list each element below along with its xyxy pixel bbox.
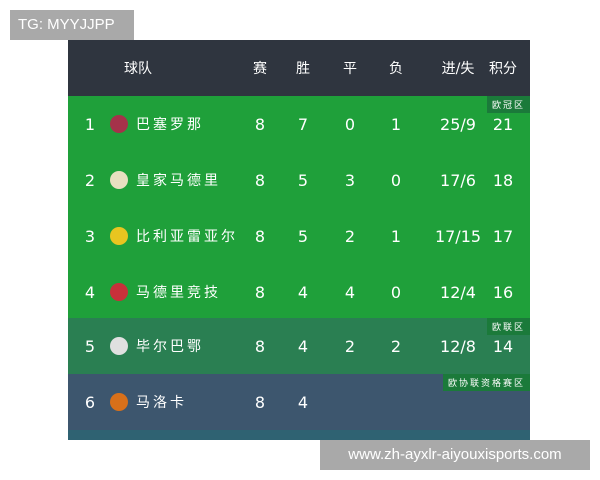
team-name: 马洛卡 xyxy=(136,395,187,411)
rank-cell: 3 xyxy=(84,226,96,246)
won-cell: 4 xyxy=(297,392,309,412)
zone-badge: 欧冠区 xyxy=(486,96,530,113)
played-cell: 8 xyxy=(254,114,266,134)
team-logo-icon xyxy=(110,393,128,411)
table-row[interactable]: 6 8 4 马洛卡 欧协联资格赛区 xyxy=(68,374,530,430)
team-logo-icon xyxy=(110,227,128,245)
goals-cell: 17/15 xyxy=(434,226,482,246)
points-cell: 18 xyxy=(492,170,514,190)
rank-cell: 5 xyxy=(84,336,96,356)
drawn-cell: 4 xyxy=(344,282,356,302)
goals-cell: 12/4 xyxy=(440,282,476,302)
lost-cell: 0 xyxy=(390,170,402,190)
points-cell: 21 xyxy=(492,114,514,134)
lost-cell: 0 xyxy=(390,282,402,302)
team-name: 马德里竞技 xyxy=(136,285,221,301)
lost-cell: 2 xyxy=(390,336,402,356)
watermark-bottom: www.zh-ayxlr-aiyouxisports.com xyxy=(320,440,590,470)
goals-cell: 25/9 xyxy=(440,114,476,134)
goals-cell: 12/8 xyxy=(440,336,476,356)
drawn-cell: 2 xyxy=(344,226,356,246)
team-logo-icon xyxy=(110,337,128,355)
zone-badge: 欧协联资格赛区 xyxy=(442,374,530,391)
header-goals: 进/失 xyxy=(441,61,475,77)
goals-cell: 17/6 xyxy=(440,170,476,190)
team-name: 巴塞罗那 xyxy=(136,117,204,133)
team-logo-icon xyxy=(110,171,128,189)
table-row[interactable]: 3 8 5 2 1 17/15 17 比利亚雷亚尔 xyxy=(68,208,530,264)
table-row[interactable]: 5 8 4 2 2 12/8 14 毕尔巴鄂 欧联区 xyxy=(68,318,530,374)
team-name: 毕尔巴鄂 xyxy=(136,339,204,355)
played-cell: 8 xyxy=(254,282,266,302)
zone-badge: 欧联区 xyxy=(486,318,530,335)
points-cell: 17 xyxy=(492,226,514,246)
rank-cell: 6 xyxy=(84,392,96,412)
header-points: 积分 xyxy=(489,61,517,77)
standings-table: 球队 赛 胜 平 负 进/失 积分 1 8 7 0 1 25/9 21 巴塞罗那 欧冠区 2 8 5 3… xyxy=(68,40,530,440)
team-name: 比利亚雷亚尔 xyxy=(136,229,238,245)
played-cell: 8 xyxy=(254,392,266,412)
header-played: 赛 xyxy=(253,61,267,77)
header-won: 胜 xyxy=(296,61,310,77)
rank-cell: 4 xyxy=(84,282,96,302)
played-cell: 8 xyxy=(254,336,266,356)
header-lost: 负 xyxy=(389,61,403,77)
won-cell: 5 xyxy=(297,226,309,246)
team-logo-icon xyxy=(110,283,128,301)
won-cell: 5 xyxy=(297,170,309,190)
table-row[interactable]: 1 8 7 0 1 25/9 21 巴塞罗那 欧冠区 xyxy=(68,96,530,152)
played-cell: 8 xyxy=(254,226,266,246)
lost-cell: 1 xyxy=(390,114,402,134)
lost-cell: 1 xyxy=(390,226,402,246)
team-name: 皇家马德里 xyxy=(136,173,221,189)
won-cell: 7 xyxy=(297,114,309,134)
header-team: 球队 xyxy=(124,61,152,77)
team-logo-icon xyxy=(110,115,128,133)
rank-cell: 2 xyxy=(84,170,96,190)
points-cell: 16 xyxy=(492,282,514,302)
table-row[interactable]: 4 8 4 4 0 12/4 16 马德里竞技 xyxy=(68,264,530,320)
won-cell: 4 xyxy=(297,336,309,356)
drawn-cell: 2 xyxy=(344,336,356,356)
table-header: 球队 赛 胜 平 负 进/失 积分 xyxy=(68,40,530,96)
won-cell: 4 xyxy=(297,282,309,302)
drawn-cell: 0 xyxy=(344,114,356,134)
header-drawn: 平 xyxy=(343,61,357,77)
watermark-top: TG: MYYJJPP xyxy=(10,10,134,40)
rank-cell: 1 xyxy=(84,114,96,134)
table-row[interactable]: 2 8 5 3 0 17/6 18 皇家马德里 xyxy=(68,152,530,208)
points-cell: 14 xyxy=(492,336,514,356)
drawn-cell: 3 xyxy=(344,170,356,190)
played-cell: 8 xyxy=(254,170,266,190)
